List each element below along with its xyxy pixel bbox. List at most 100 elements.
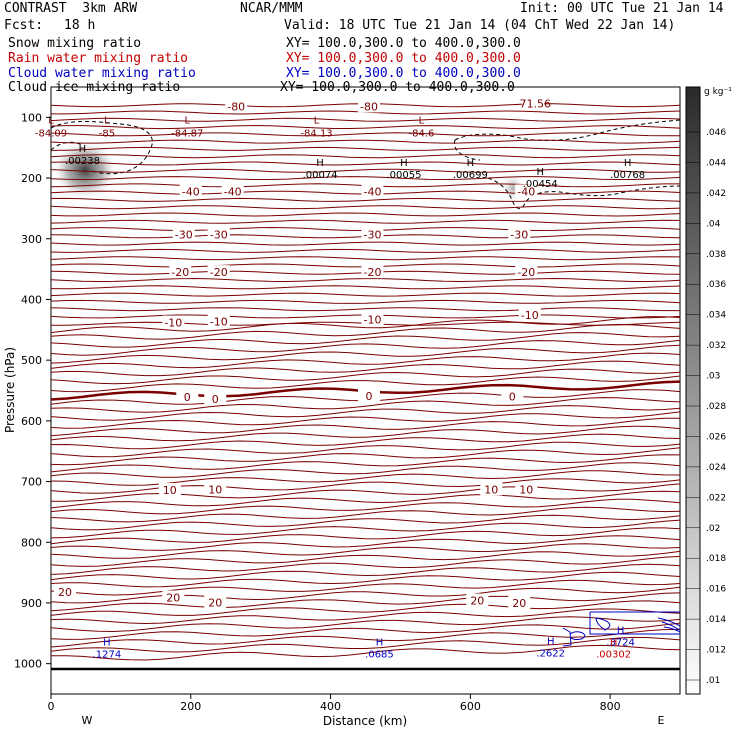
colorbar-tick-label: .042	[706, 189, 726, 199]
contour-label-bg	[158, 483, 181, 497]
high-marker: H	[79, 144, 87, 155]
valid-time: Valid: 18 UTC Tue 21 Jan 14 (04 ChT Wed …	[284, 18, 676, 33]
temperature-contour-label: 20	[208, 596, 222, 609]
east-label: E	[658, 714, 665, 727]
temperature-contour-label: 10	[163, 484, 177, 497]
forecast-hour: 18 h	[64, 18, 96, 33]
temperature-contour-line	[51, 368, 680, 385]
contour-label-bg	[361, 184, 384, 198]
contour-label-bg	[522, 96, 545, 110]
temperature-contour-line	[51, 352, 680, 369]
temperature-contour-line	[51, 332, 680, 348]
colorbar-tick-label: .014	[706, 615, 726, 625]
temperature-contour-line	[51, 256, 680, 261]
y-tick-label: 300	[21, 233, 42, 246]
temperature-contour-label: 10	[484, 483, 498, 496]
temperature-contour-label: 20	[58, 586, 72, 599]
temperature-contour-line	[51, 219, 680, 224]
colorbar-tick-label: .038	[706, 250, 726, 260]
temperature-contour-line	[51, 248, 680, 253]
temperature-contour-line	[51, 117, 680, 122]
high-value-label: .00454	[523, 179, 558, 190]
temperature-contour-line	[51, 514, 680, 531]
temperature-contour-label: 10	[208, 483, 222, 496]
low-marker: L	[184, 115, 190, 126]
high-marker: H	[316, 158, 324, 169]
low-value-label: -84.6	[408, 128, 434, 139]
temperature-contour-line	[51, 535, 680, 551]
colorbar-tick-label: .036	[706, 280, 726, 290]
temperature-contour-line	[51, 506, 680, 523]
temperature-contour-line	[51, 285, 680, 290]
cloud-water-contour	[562, 627, 572, 647]
contour-label-bg	[172, 227, 195, 241]
high-value-label: .2622	[536, 648, 565, 659]
temperature-contour-label: 20	[470, 595, 484, 608]
temperature-contour-line	[51, 622, 680, 640]
high-marker: H	[610, 638, 618, 649]
contour-label-bg	[515, 184, 538, 198]
high-value-label: .00074	[303, 170, 338, 181]
temperature-contour-line	[51, 462, 680, 478]
x-tick-label: 600	[460, 700, 481, 713]
temperature-contour-line	[51, 307, 680, 312]
contour-label-bg	[207, 265, 230, 279]
temperature-contour-line	[51, 146, 680, 151]
contour-label-bg	[169, 265, 192, 279]
temperature-contour-line	[51, 555, 680, 575]
temperature-contour-line	[51, 478, 680, 494]
low-marker: L	[314, 115, 320, 126]
y-tick-label: 700	[21, 476, 42, 489]
temperature-contour-line	[51, 277, 680, 283]
temperature-contour-line	[51, 154, 680, 159]
temperature-contour-label: 20	[166, 591, 180, 604]
temperature-contour-line	[51, 608, 680, 625]
temperature-contour-line	[51, 519, 680, 539]
cloud-water-contour	[595, 617, 611, 631]
temperature-contour-label: 10	[519, 483, 533, 496]
temperature-contour-line	[51, 616, 680, 633]
temperature-contour-label: 20	[512, 597, 526, 610]
high-value-label: .00238	[65, 156, 100, 167]
contour-label-bg	[204, 391, 227, 405]
temperature-contour-label: -40	[182, 185, 200, 198]
y-tick-label: 600	[21, 415, 42, 428]
contour-label-bg	[357, 99, 380, 113]
high-value-label: .00302	[596, 650, 631, 661]
cloud-ice-contour	[453, 119, 680, 210]
temperature-contour-line	[51, 571, 680, 588]
field-name-snow: Snow mixing ratio	[8, 36, 142, 51]
field-xy-snow: XY= 100.0,300.0 to 400.0,300.0	[286, 36, 521, 51]
contour-label-bg	[162, 315, 185, 329]
contour-label-bg	[204, 482, 227, 496]
temperature-contour-label: -40	[224, 185, 242, 198]
temperature-contour-label: -20	[517, 266, 535, 279]
contour-label-bg	[162, 590, 185, 604]
high-value-label: .0685	[365, 650, 394, 661]
high-marker: H	[536, 167, 544, 178]
temperature-contour-line	[51, 292, 680, 297]
init-time: Init: 00 UTC Tue 21 Jan 14	[520, 1, 724, 16]
temperature-contour-line	[51, 299, 680, 304]
colorbar-tick-label: .03	[706, 372, 720, 382]
temperature-contour-line	[51, 447, 680, 466]
contour-label-bg	[466, 593, 489, 607]
temperature-contour-line	[51, 550, 680, 567]
y-tick-label: 1000	[14, 658, 42, 671]
x-tick-label: 200	[180, 700, 201, 713]
temperature-contour-line	[51, 490, 680, 509]
temperature-contour-line	[51, 470, 680, 486]
cloud-water-contour	[569, 631, 586, 640]
contour-label-bg	[508, 227, 531, 241]
temperature-contour-label: 0	[509, 391, 516, 404]
temperature-contour-line	[51, 132, 680, 137]
low-marker: L	[419, 115, 425, 126]
temperature-contour-line	[51, 344, 680, 364]
colorbar-tick-label: .04	[706, 219, 721, 229]
high-value-label: .3724	[606, 637, 635, 648]
temperature-contour-line	[51, 125, 680, 130]
colorbar-tick-label: .022	[706, 493, 726, 503]
temperature-contour-line	[51, 563, 680, 581]
